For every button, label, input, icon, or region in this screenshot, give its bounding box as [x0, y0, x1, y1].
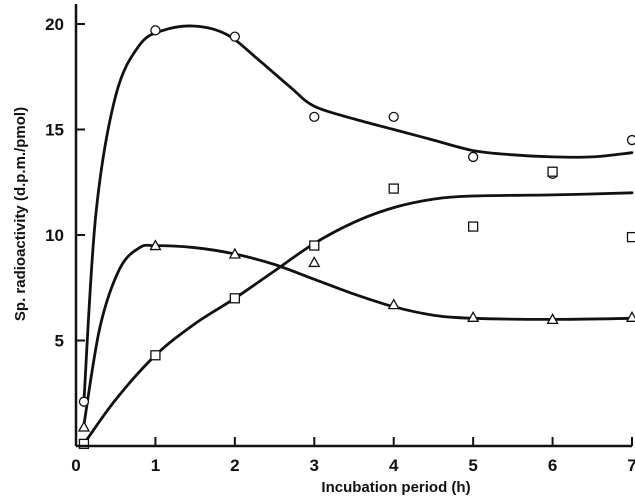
square-marker — [469, 222, 478, 231]
x-tick-label: 4 — [389, 456, 399, 475]
y-tick-label: 10 — [45, 226, 64, 245]
x-tick-label: 6 — [548, 456, 557, 475]
x-tick-label: 3 — [310, 456, 319, 475]
square-marker — [151, 351, 160, 360]
circle-marker — [230, 32, 239, 41]
axes: 0 1 2 3 4 5 6 7 5 10 15 20 — [45, 4, 635, 475]
circle-marker — [79, 397, 88, 406]
x-tick-label: 1 — [151, 456, 160, 475]
square-marker — [548, 167, 557, 176]
y-tick-label: 15 — [45, 121, 64, 140]
triangle-marker — [79, 422, 89, 431]
circle-marker — [151, 26, 160, 35]
triangle-marker — [309, 257, 319, 266]
square-marker — [628, 233, 635, 242]
square-marker — [310, 241, 319, 250]
series-triangle-curve — [84, 245, 632, 425]
circle-marker — [310, 112, 319, 121]
square-marker — [230, 294, 239, 303]
data-markers — [79, 26, 635, 449]
circle-marker — [469, 152, 478, 161]
x-tick-label: 7 — [627, 456, 635, 475]
x-tick-label: 2 — [230, 456, 239, 475]
x-tick-label: 0 — [71, 456, 80, 475]
y-tick-label: 5 — [55, 332, 64, 351]
square-marker — [389, 184, 398, 193]
circle-marker — [628, 136, 635, 145]
triangle-marker — [627, 312, 635, 321]
circle-marker — [389, 112, 398, 121]
fit-curves — [84, 26, 632, 444]
triangle-marker — [389, 300, 399, 309]
x-tick-label: 5 — [468, 456, 477, 475]
y-axis-label: Sp. radioactivity (d.p.m./pmol) — [12, 107, 29, 321]
y-tick-label: 20 — [45, 15, 64, 34]
x-axis-label: Incubation period (h) — [321, 479, 470, 495]
